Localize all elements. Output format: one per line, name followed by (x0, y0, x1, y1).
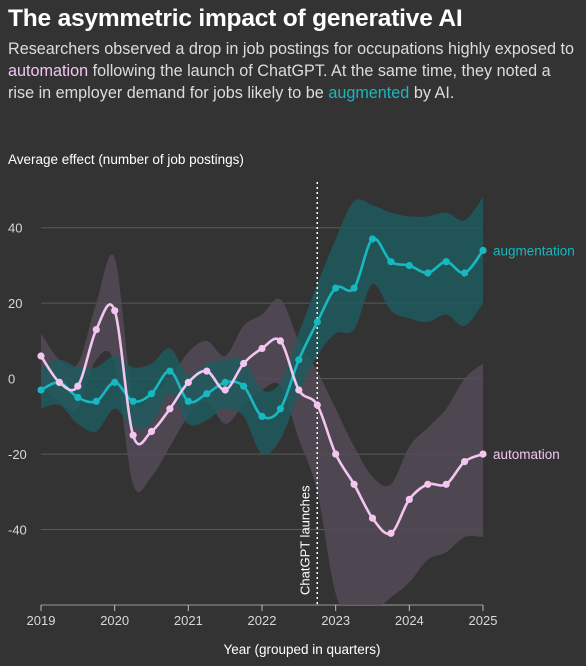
series-label-automation: automation (493, 447, 560, 462)
data-point-augmentation (368, 235, 377, 243)
data-point-augmentation (129, 397, 137, 405)
x-tick-label: 2024 (395, 613, 424, 628)
annotation-label: ChatGPT launches (297, 485, 312, 595)
data-point-automation (442, 480, 450, 488)
data-point-automation (166, 405, 174, 413)
y-tick-label: 0 (8, 372, 15, 387)
data-point-automation (405, 495, 413, 503)
x-tick-label: 2019 (27, 613, 56, 628)
data-point-automation (240, 359, 248, 368)
data-point-automation (332, 450, 340, 458)
chart-subtitle: Researchers observed a drop in job posti… (8, 38, 578, 104)
chart-title: The asymmetric impact of generative AI (8, 5, 463, 32)
confidence-bands (41, 197, 483, 605)
y-tick-label: -40 (8, 523, 27, 538)
data-point-augmentation (92, 397, 100, 405)
subtitle-highlight-augmented: augmented (328, 84, 410, 102)
data-point-augmentation (184, 397, 192, 405)
y-tick-label: -20 (8, 447, 27, 462)
series-label-augmentation: augmentation (493, 243, 575, 258)
data-point-automation (92, 326, 100, 334)
data-point-automation (295, 386, 303, 394)
data-point-augmentation (166, 367, 174, 375)
data-point-augmentation (74, 393, 82, 402)
data-point-augmentation (405, 261, 413, 270)
data-point-automation (184, 378, 192, 386)
line-chart: Average effect (number of job postings) 4… (8, 152, 575, 657)
data-point-augmentation (313, 318, 321, 326)
data-point-augmentation (276, 405, 284, 413)
data-point-augmentation (350, 284, 358, 292)
x-tick-label: 2023 (321, 613, 350, 628)
subtitle-text-1: Researchers observed a drop in job posti… (8, 40, 575, 58)
y-tick-label: 20 (8, 296, 22, 311)
x-tick-label: 2021 (174, 613, 203, 628)
data-point-automation (55, 378, 64, 386)
data-point-augmentation (332, 284, 340, 292)
data-point-automation (368, 514, 377, 522)
data-point-automation (111, 307, 119, 315)
series-points (37, 235, 487, 537)
data-point-automation (479, 450, 487, 458)
data-point-augmentation (203, 390, 211, 398)
subtitle-text-2: following the launch of ChatGPT. At the … (8, 62, 551, 102)
subtitle-text-3: by AI. (409, 84, 455, 102)
y-tick-label: 40 (8, 221, 22, 236)
data-point-augmentation (424, 269, 432, 277)
data-point-augmentation (387, 258, 395, 266)
data-point-augmentation (111, 378, 119, 386)
data-point-automation (424, 480, 432, 488)
x-tick-label: 2025 (469, 613, 498, 628)
data-point-augmentation (479, 246, 487, 254)
data-point-automation (387, 529, 395, 537)
data-point-augmentation (37, 386, 45, 394)
data-point-automation (129, 431, 137, 439)
data-point-automation (147, 427, 156, 436)
x-tick-label: 2022 (248, 613, 277, 628)
data-point-augmentation (295, 356, 303, 364)
data-point-augmentation (240, 382, 248, 390)
subtitle-highlight-automation: automation (8, 62, 89, 80)
data-point-automation (258, 344, 266, 353)
x-axis-title: Year (grouped in quarters) (223, 642, 380, 657)
data-point-automation (221, 386, 229, 394)
data-point-automation (350, 480, 358, 488)
data-point-augmentation (461, 269, 469, 277)
x-tick-label: 2020 (100, 613, 129, 628)
data-point-automation (313, 401, 321, 409)
data-point-augmentation (147, 390, 156, 398)
text-labels: Average effect (number of job postings) 4… (8, 152, 575, 657)
data-point-automation (203, 367, 211, 375)
data-point-automation (74, 382, 82, 390)
data-point-augmentation (221, 378, 229, 386)
data-point-augmentation (442, 258, 450, 266)
data-point-automation (461, 458, 469, 466)
data-point-automation (276, 337, 284, 345)
data-point-automation (37, 352, 45, 360)
y-axis-title: Average effect (number of job postings) (8, 152, 244, 167)
data-point-augmentation (258, 412, 266, 420)
